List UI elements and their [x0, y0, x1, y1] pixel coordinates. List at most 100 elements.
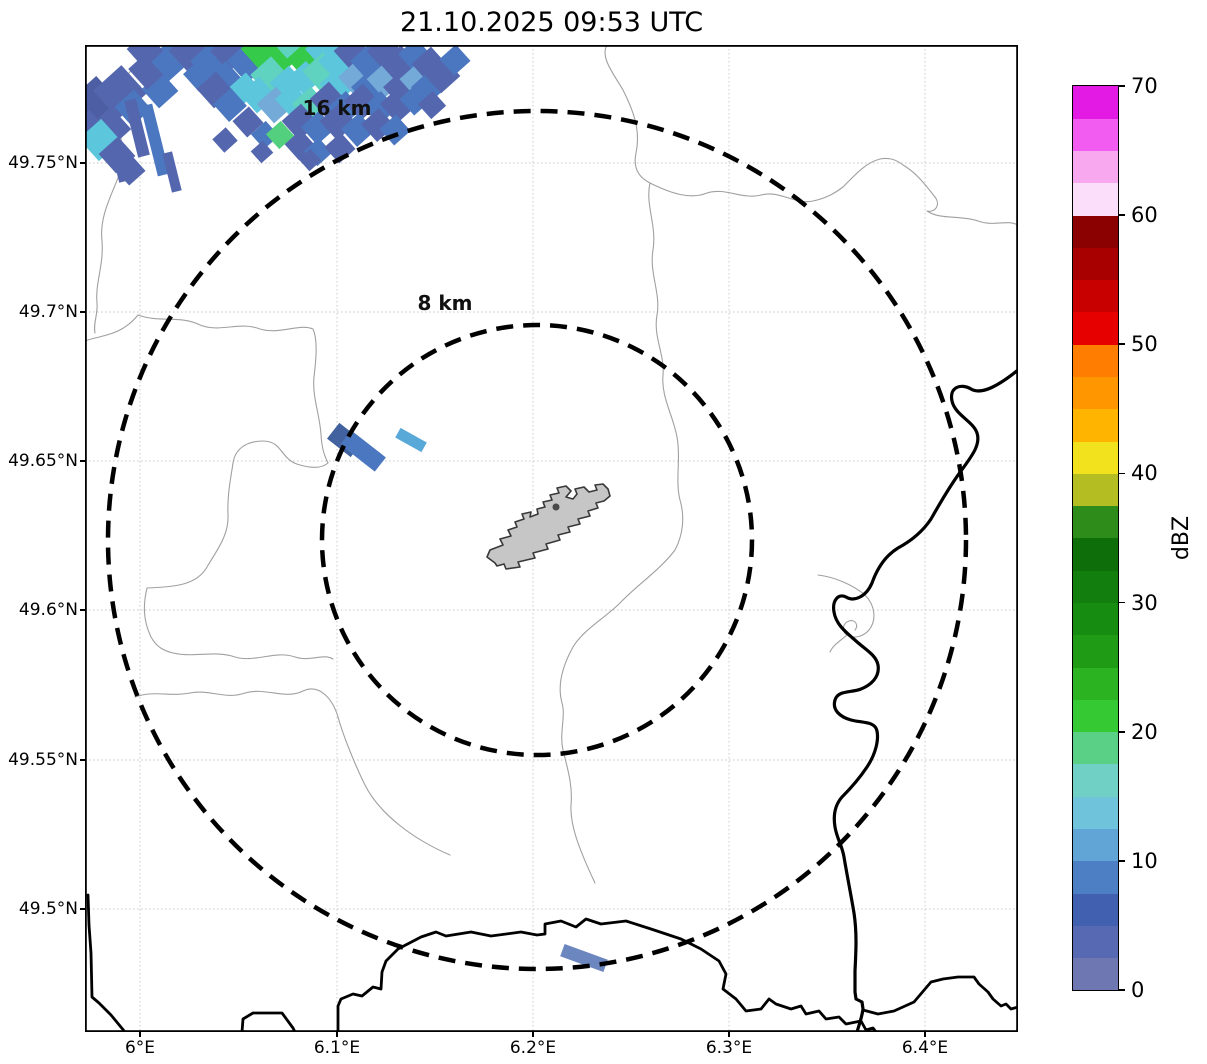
y-tick-mark [80, 460, 85, 462]
colorbar-segment [1073, 215, 1118, 248]
radar-echo-streak [340, 430, 386, 472]
colorbar-segment [1073, 247, 1118, 281]
city-center-dot [552, 503, 560, 511]
country-border-path [861, 975, 1018, 1016]
colorbar-segment [1073, 570, 1118, 604]
colorbar-segment [1073, 731, 1118, 765]
admin-boundary-path [829, 634, 848, 653]
colorbar-segment [1073, 408, 1118, 442]
country-borders-layer [86, 368, 1018, 1032]
range-ring-label: 8 km [417, 291, 472, 315]
colorbar [1072, 85, 1119, 991]
colorbar-segment [1073, 473, 1118, 507]
admin-boundary-path [817, 574, 875, 638]
radar-echo-cell [298, 148, 322, 172]
colorbar-segment [1073, 893, 1118, 926]
colorbar-segment [1073, 538, 1118, 571]
colorbar-segment [1073, 828, 1118, 862]
radar-echo-cell [439, 45, 471, 76]
x-tick-mark [728, 1032, 730, 1037]
map-plot-area: 8 km 16 km [85, 45, 1018, 1032]
colorbar-segment [1073, 441, 1118, 474]
y-tick-label: 49.7°N [18, 302, 78, 322]
colorbar-tick-mark [1118, 343, 1125, 346]
city-area-polygon [486, 483, 611, 570]
colorbar-segment [1073, 150, 1118, 184]
x-tick-label: 6.2°E [509, 1038, 557, 1058]
colorbar-segment [1073, 86, 1118, 119]
colorbar-tick-mark [1118, 860, 1125, 862]
radar-echo-streak [560, 944, 608, 972]
colorbar-tick-mark [1118, 989, 1125, 991]
x-tick-mark [336, 1032, 338, 1037]
radar-echo-streak [140, 103, 170, 177]
colorbar-segment [1073, 505, 1118, 539]
radar-echo-cell [213, 88, 247, 122]
colorbar-segment [1073, 312, 1118, 345]
range-ring-label: 16 km [303, 96, 372, 120]
radar-echo-cell [265, 120, 295, 150]
admin-boundary-path [134, 688, 451, 856]
radar-echo-streak [395, 427, 427, 453]
colorbar-segment [1073, 602, 1118, 636]
radar-echo-streak [111, 147, 129, 183]
x-tick-label: 6°E [124, 1038, 156, 1058]
range-ring-circle [105, 108, 969, 972]
y-tick-mark [80, 311, 85, 313]
colorbar-tick-label: 20 [1131, 719, 1158, 744]
radar-echo-cell [417, 90, 447, 120]
y-tick-mark [80, 162, 85, 164]
radar-echo-cell [232, 106, 264, 138]
x-tick-label: 6.4°E [901, 1038, 949, 1058]
radar-echo-cell [250, 120, 280, 150]
colorbar-tick-label: 60 [1131, 203, 1158, 228]
colorbar-segment [1073, 376, 1118, 410]
map-canvas: 8 km 16 km [85, 45, 1018, 1032]
y-tick-label: 49.75°N [8, 153, 78, 173]
radar-echo-cell [126, 45, 164, 69]
country-border-path [336, 917, 878, 1032]
range-rings-layer [105, 108, 969, 972]
plot-frame [85, 45, 1018, 1032]
colorbar-segment [1073, 699, 1118, 733]
colorbar-segment [1073, 925, 1118, 959]
colorbar-segment [1073, 796, 1118, 830]
country-border-path [240, 1011, 297, 1032]
colorbar-tick-mark [1118, 214, 1125, 216]
admin-boundary-path [649, 157, 1018, 226]
colorbar-segment [1073, 279, 1118, 313]
radar-echo-streak [124, 98, 150, 158]
colorbar-segment [1073, 118, 1118, 152]
y-tick-label: 49.55°N [8, 750, 78, 770]
colorbar-tick-mark [1118, 472, 1125, 475]
y-tick-mark [80, 759, 85, 761]
admin-boundary-path [85, 314, 334, 660]
colorbar-segment [1073, 182, 1118, 216]
admin-boundary-path [604, 45, 651, 184]
colorbar-segment [1073, 634, 1118, 668]
colorbar-title: dBZ [1169, 515, 1194, 561]
y-tick-label: 49.6°N [18, 600, 78, 620]
colorbar-tick-label: 30 [1131, 590, 1158, 615]
colorbar-tick-mark [1118, 85, 1125, 87]
colorbar-segment [1073, 667, 1118, 700]
x-tick-label: 6.1°E [313, 1038, 361, 1058]
radar-echo-streak [162, 151, 182, 193]
colorbar-tick-label: 50 [1131, 332, 1158, 357]
colorbar-tick-mark [1118, 601, 1125, 604]
radar-echo-layer [85, 45, 608, 972]
colorbar-tick-label: 70 [1131, 74, 1158, 98]
figure-title: 21.10.2025 09:53 UTC [399, 7, 704, 38]
colorbar-segment [1073, 344, 1118, 378]
moselle-river-path [832, 368, 1018, 1032]
colorbar-segment [1073, 764, 1118, 797]
admin-boundaries-layer [85, 45, 1018, 884]
x-tick-mark [532, 1032, 534, 1037]
colorbar-tick-mark [1118, 730, 1125, 733]
country-border-path [86, 893, 127, 1032]
y-tick-label: 49.5°N [18, 899, 78, 919]
range-ring-circle [319, 322, 755, 758]
y-tick-label: 49.65°N [8, 451, 78, 471]
y-tick-mark [80, 908, 85, 910]
